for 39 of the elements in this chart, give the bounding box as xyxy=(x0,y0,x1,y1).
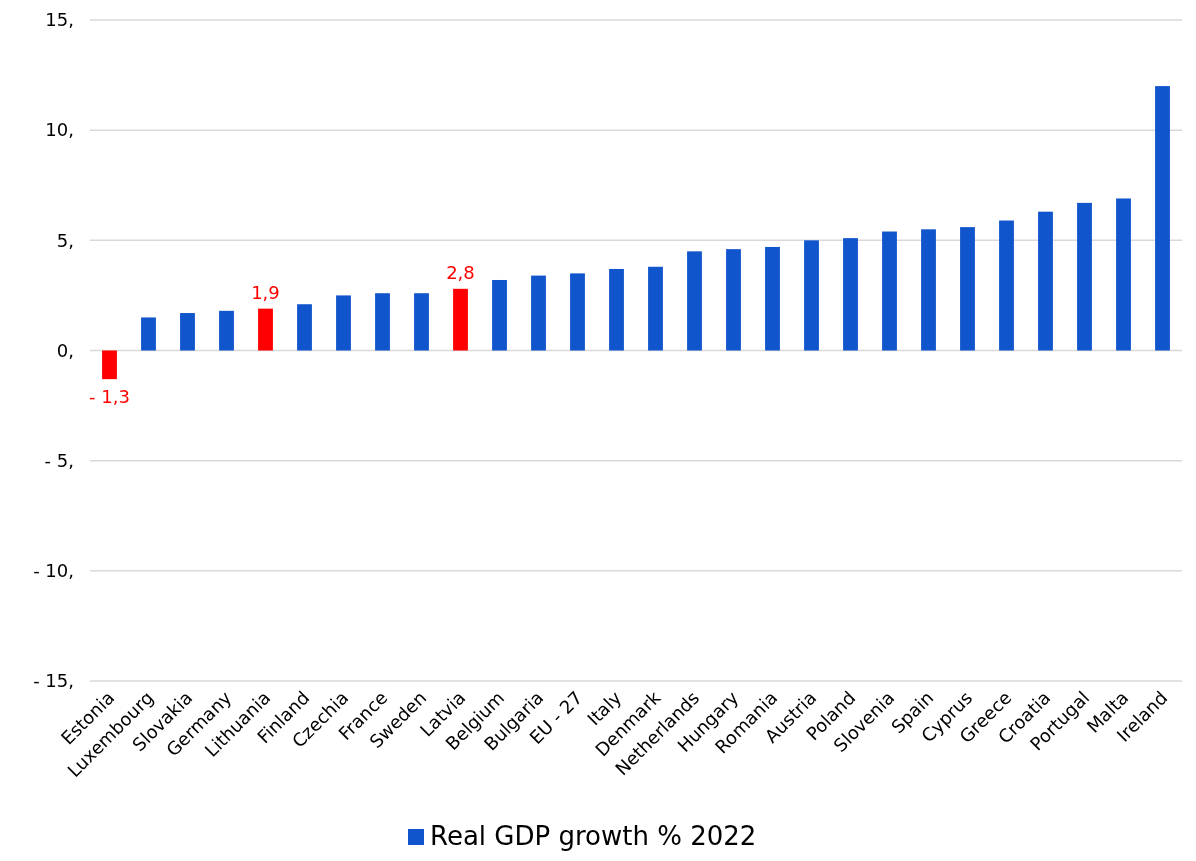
legend-label: Real GDP growth % 2022 xyxy=(430,821,757,851)
bar xyxy=(648,266,663,351)
bar xyxy=(882,231,897,351)
data-label: 2,8 xyxy=(446,261,475,283)
bar xyxy=(141,317,156,351)
bar xyxy=(1155,86,1170,351)
bar xyxy=(1038,211,1053,351)
bar xyxy=(297,304,312,351)
y-tick-label: - 15, xyxy=(33,670,74,692)
bar xyxy=(414,293,429,351)
bar xyxy=(453,288,468,351)
bar xyxy=(219,310,234,351)
y-tick-label: 15, xyxy=(45,9,74,31)
bar xyxy=(609,268,624,351)
bar xyxy=(960,227,975,351)
bar xyxy=(531,275,546,351)
bar xyxy=(570,273,585,351)
bar xyxy=(726,249,741,351)
data-label: 1,9 xyxy=(251,281,280,303)
y-tick-label: - 5, xyxy=(44,449,74,471)
bar xyxy=(999,220,1014,351)
bar xyxy=(843,238,858,351)
y-tick-label: 5, xyxy=(56,229,74,251)
bar xyxy=(765,246,780,351)
y-tick-label: 10, xyxy=(45,119,74,141)
bar xyxy=(687,251,702,351)
bar xyxy=(102,350,117,380)
bar xyxy=(1077,202,1092,351)
bar xyxy=(258,308,273,351)
bar xyxy=(804,240,819,351)
y-tick-label: - 10, xyxy=(33,560,74,582)
y-tick-label: 0, xyxy=(56,339,74,361)
bar xyxy=(492,279,507,351)
bar xyxy=(921,229,936,351)
bar xyxy=(180,313,195,351)
bar xyxy=(1116,198,1131,351)
bar xyxy=(375,293,390,351)
data-label: - 1,3 xyxy=(89,386,130,408)
bar xyxy=(336,295,351,351)
